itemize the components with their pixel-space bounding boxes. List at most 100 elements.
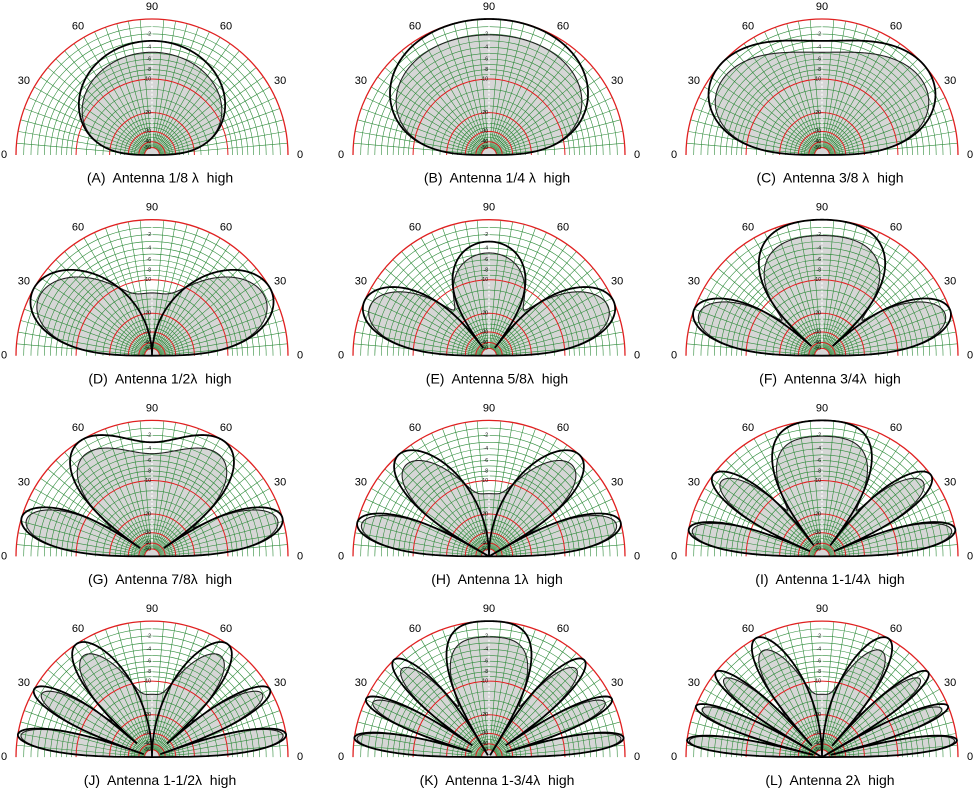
radial-line	[493, 50, 577, 150]
major-ring	[75, 680, 229, 758]
ring-label: -8	[147, 669, 152, 675]
ring-label: -6	[817, 659, 822, 665]
angle-label: 30	[944, 75, 956, 87]
radial-line	[159, 721, 284, 756]
radial-line	[494, 660, 586, 753]
radial-line	[489, 623, 513, 750]
ring-label: -40	[144, 741, 151, 747]
radial-line	[47, 67, 147, 151]
radial-line	[465, 221, 489, 349]
radial-line	[822, 221, 846, 349]
radial-line	[154, 227, 199, 349]
radial-line	[822, 21, 846, 148]
minor-ring	[398, 64, 580, 156]
angle-label: 0	[967, 550, 973, 562]
angle-label: 30	[944, 476, 956, 488]
radial-line	[496, 733, 623, 757]
radial-line	[155, 37, 221, 149]
angle-label: 60	[742, 623, 754, 635]
radial-line	[495, 308, 617, 354]
radial-line	[494, 67, 594, 151]
minor-ring	[423, 490, 555, 557]
radial-line	[495, 297, 613, 353]
radial-line	[453, 625, 488, 751]
radial-line	[155, 43, 231, 150]
radial-line	[686, 142, 815, 155]
radial-line	[494, 277, 601, 352]
angle-label: 90	[483, 1, 495, 13]
radial-line	[827, 460, 919, 552]
minor-ring	[50, 53, 254, 156]
ring-label: -8	[484, 67, 489, 73]
radial-line	[717, 468, 817, 552]
angle-label: 0	[967, 751, 973, 763]
ring-label: -30	[144, 530, 151, 536]
ring-label: -8	[817, 468, 822, 474]
radial-line	[420, 438, 486, 551]
radial-line	[353, 744, 482, 757]
radial-line	[827, 58, 919, 150]
radial-line	[453, 23, 488, 148]
radial-line	[829, 131, 956, 155]
radial-line	[717, 669, 817, 753]
angle-label: 0	[671, 350, 677, 362]
radial-line	[453, 424, 488, 550]
angle-label: 30	[944, 677, 956, 689]
angle-label: 30	[688, 75, 700, 87]
radial-line	[55, 660, 147, 753]
major-ring	[138, 542, 166, 557]
minor-ring	[720, 454, 924, 557]
radial-line	[496, 532, 623, 556]
pattern-real-ground	[714, 51, 930, 156]
minor-ring	[756, 691, 888, 758]
panel-caption: (G) Antenna 7/8λ high	[88, 571, 232, 587]
radial-line	[489, 422, 513, 550]
radial-line	[154, 433, 210, 550]
ring-label: -30	[814, 329, 821, 335]
radial-line	[158, 488, 270, 553]
major-ring	[481, 147, 497, 156]
radial-line	[465, 21, 489, 148]
major-ring	[808, 342, 836, 356]
ring-label: -8	[484, 669, 489, 675]
radial-line	[823, 424, 858, 550]
angle-label: 60	[409, 221, 421, 233]
radial-line	[824, 31, 880, 149]
ring-label: -6	[147, 458, 152, 464]
radial-line	[28, 97, 146, 153]
angle-label: 60	[742, 221, 754, 233]
radial-line	[157, 468, 257, 552]
radial-line	[809, 220, 822, 349]
radial-line	[495, 97, 613, 153]
radial-line	[725, 259, 817, 351]
ring-label: -4	[147, 45, 152, 51]
pattern-real-ground-fill	[368, 252, 610, 356]
pattern-real-ground	[691, 435, 953, 557]
radial-line	[688, 131, 815, 155]
radial-line	[40, 277, 147, 352]
radial-line	[690, 520, 815, 555]
ring-label: -50	[144, 546, 151, 552]
radial-line	[153, 23, 188, 148]
radial-line	[158, 509, 280, 555]
radial-line	[353, 142, 482, 155]
radial-line	[824, 232, 880, 350]
ring-label: -10	[481, 76, 488, 82]
angle-label: 0	[338, 550, 344, 562]
radial-line	[775, 27, 820, 149]
major-ring	[475, 342, 503, 356]
radial-line	[392, 259, 484, 351]
ring-label: -6	[484, 458, 489, 464]
radial-line	[743, 645, 819, 752]
radial-line	[827, 76, 934, 152]
radial-line	[827, 669, 927, 753]
radial-line	[827, 468, 927, 552]
ring-label: -30	[144, 129, 151, 135]
radial-line	[116, 23, 151, 148]
ring-label: -8	[147, 67, 152, 73]
radial-line	[489, 220, 502, 349]
radial-line	[361, 308, 483, 354]
minor-ring	[50, 655, 254, 758]
ring-label: -20	[481, 712, 488, 718]
panel-caption: (B) Antenna 1/4 λ high	[424, 170, 570, 186]
